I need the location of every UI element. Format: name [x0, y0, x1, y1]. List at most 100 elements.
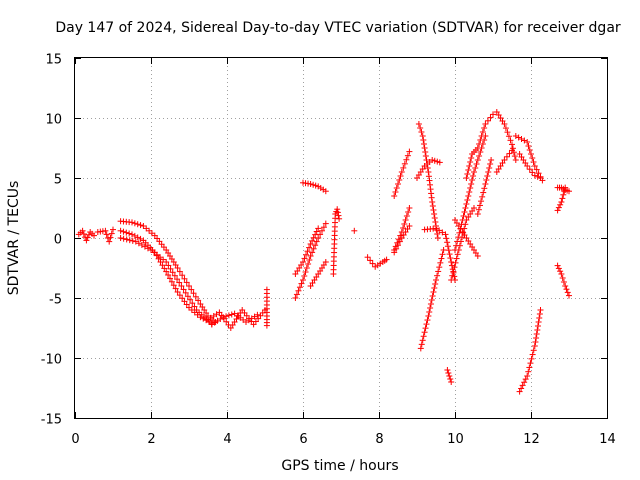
data-point	[417, 317, 431, 352]
series-arc-15	[364, 254, 390, 270]
data-point	[415, 121, 425, 135]
series-arc-3	[117, 218, 219, 325]
data-point	[254, 311, 261, 318]
y-tick-label: 15	[45, 53, 62, 68]
data-point	[509, 147, 515, 154]
data-point	[186, 283, 202, 304]
data-point	[163, 268, 179, 292]
y-tick-label: -10	[41, 353, 62, 368]
x-tick-label: 8	[375, 432, 383, 447]
data-point	[558, 271, 567, 285]
data-point	[425, 169, 435, 201]
data-point	[263, 322, 270, 329]
data-point	[220, 311, 235, 321]
data-point	[322, 220, 329, 227]
data-point	[322, 259, 329, 265]
data-point	[562, 187, 571, 194]
data-point	[463, 208, 476, 223]
series-arc-19	[414, 157, 443, 181]
data-point	[566, 292, 572, 299]
data-point	[488, 157, 495, 163]
series-arc-36	[554, 262, 572, 299]
data-point	[459, 173, 477, 223]
data-point	[117, 227, 133, 237]
data-point	[140, 223, 155, 237]
data-point	[448, 379, 455, 385]
data-point	[315, 262, 327, 277]
data-point	[83, 231, 92, 244]
data-point	[512, 133, 528, 144]
data-point	[516, 376, 529, 395]
data-point	[516, 151, 529, 166]
data-point	[459, 229, 472, 244]
data-point	[524, 139, 537, 165]
data-point	[106, 230, 115, 245]
data-point	[406, 148, 413, 155]
data-point	[562, 283, 571, 296]
series-arc-8	[263, 286, 270, 329]
data-point	[524, 163, 536, 176]
data-point	[383, 256, 390, 263]
series-arc-11	[300, 179, 329, 195]
data-point	[512, 157, 519, 163]
y-axis-label: SDTVAR / TECUs	[6, 181, 22, 296]
x-tick-label: 0	[71, 432, 79, 447]
series-arc-4	[117, 227, 215, 327]
y-tick-labels: 15 10 5 0 -5 -10 -15	[41, 53, 62, 428]
series-arc-18	[391, 223, 413, 256]
data-point	[307, 228, 320, 247]
data-point	[429, 157, 441, 165]
data-point	[391, 173, 404, 199]
data-point	[440, 247, 447, 253]
series-arc-28	[474, 157, 495, 217]
data-point	[292, 280, 305, 301]
data-point	[471, 205, 477, 211]
data-point	[446, 373, 454, 382]
data-point	[336, 215, 343, 222]
data-point	[474, 125, 488, 151]
data-point	[398, 209, 412, 235]
series-arc-1	[75, 227, 97, 244]
data-point	[467, 241, 479, 256]
data-point	[406, 205, 413, 211]
series-arc-35	[554, 184, 572, 195]
series-arc-29	[493, 109, 519, 163]
data-point	[132, 238, 151, 252]
x-tick-label: 12	[523, 432, 540, 447]
data-point	[315, 225, 322, 232]
data-point	[537, 175, 544, 181]
y-tick-label: -15	[41, 413, 62, 428]
x-tick-label: 10	[447, 432, 464, 447]
series-arc-13	[330, 206, 343, 277]
data-point	[524, 347, 537, 379]
chart-title: Day 147 of 2024, Sidereal Day-to-day VTE…	[55, 20, 621, 36]
data-point	[531, 172, 541, 180]
data-point	[300, 244, 313, 265]
series-arc-2	[94, 226, 116, 245]
data-point	[307, 238, 320, 259]
series-arc-32	[516, 151, 544, 181]
series-arc-16	[391, 148, 413, 199]
series-arc-6	[205, 307, 268, 331]
data-point	[129, 219, 144, 229]
data-point	[566, 188, 572, 195]
x-axis-label: GPS time / hours	[281, 458, 398, 474]
series-arc-21	[417, 247, 447, 352]
data-point	[433, 225, 446, 236]
grid	[75, 58, 607, 418]
data-point	[178, 283, 198, 310]
series-arc-26	[452, 133, 489, 253]
data-point	[482, 161, 494, 187]
data-point	[501, 150, 513, 163]
data-point	[493, 160, 506, 175]
data-point	[406, 223, 413, 229]
data-point	[322, 188, 329, 195]
series-arc-14	[351, 227, 358, 234]
data-point	[250, 309, 266, 328]
data-point	[364, 254, 376, 267]
data-point	[300, 179, 312, 187]
y-tick-label: 10	[45, 113, 62, 128]
x-tick-label: 2	[147, 432, 155, 447]
data-point	[398, 152, 411, 175]
data-point	[148, 247, 167, 263]
